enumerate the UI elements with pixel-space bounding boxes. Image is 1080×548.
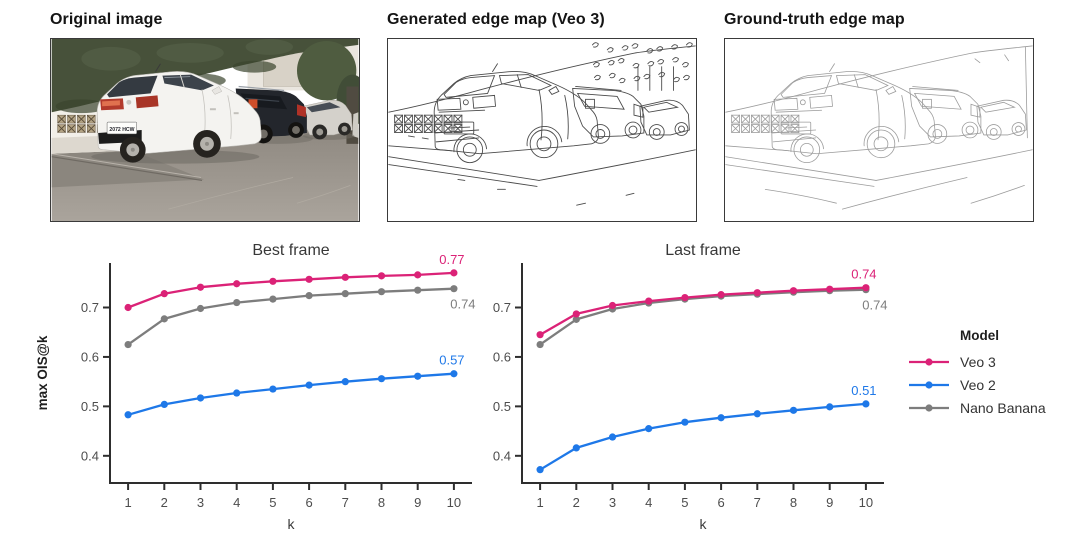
svg-text:1: 1 bbox=[536, 495, 543, 510]
legend-item-veo-3: Veo 3 bbox=[908, 350, 1068, 373]
svg-text:10: 10 bbox=[859, 495, 873, 510]
chart-best-frame: 0.4 0.5 0.6 0.7 1 2 3 4 5 6 7 8 9 10 Best frame k max OI… bbox=[35, 242, 476, 532]
svg-text:4: 4 bbox=[233, 495, 240, 510]
series-veo-3 bbox=[124, 269, 458, 312]
end-label: 0.74 bbox=[862, 298, 887, 313]
svg-text:9: 9 bbox=[826, 495, 833, 510]
svg-text:Best frame: Best frame bbox=[252, 242, 329, 259]
chart-legend: Model Veo 3 Veo 2 Nano Banana bbox=[908, 328, 1068, 419]
svg-text:Last frame: Last frame bbox=[665, 242, 741, 259]
svg-text:0.5: 0.5 bbox=[493, 399, 511, 414]
nano-banana-line-swatch-icon bbox=[909, 403, 949, 412]
panel-title-original-image: Original image bbox=[50, 11, 163, 28]
svg-text:2072 HCW: 2072 HCW bbox=[109, 127, 134, 133]
end-label: 0.74 bbox=[851, 267, 876, 282]
svg-text:8: 8 bbox=[378, 495, 385, 510]
svg-text:k: k bbox=[700, 516, 708, 532]
svg-text:0.4: 0.4 bbox=[81, 448, 99, 463]
generated-edge-map-frame bbox=[387, 38, 697, 222]
svg-text:9: 9 bbox=[414, 495, 421, 510]
original-image-frame: 2072 HCW bbox=[50, 38, 360, 222]
svg-text:0.5: 0.5 bbox=[81, 399, 99, 414]
generated-edge-map bbox=[388, 39, 696, 221]
svg-text:1: 1 bbox=[124, 495, 131, 510]
svg-text:5: 5 bbox=[681, 495, 688, 510]
legend-item-nano-banana: Nano Banana bbox=[908, 396, 1068, 419]
legend-title: Model bbox=[960, 328, 999, 343]
ground-truth-edge-map bbox=[725, 39, 1033, 221]
svg-text:0.6: 0.6 bbox=[493, 349, 511, 364]
veo-3-line-swatch-icon bbox=[909, 357, 949, 366]
svg-text:0.7: 0.7 bbox=[493, 300, 511, 315]
panel-title-generated-edge-map: Generated edge map (Veo 3) bbox=[387, 11, 605, 28]
svg-text:0.6: 0.6 bbox=[81, 349, 99, 364]
end-label: 0.51 bbox=[851, 383, 876, 398]
svg-text:3: 3 bbox=[197, 495, 204, 510]
svg-text:4: 4 bbox=[645, 495, 652, 510]
svg-text:2: 2 bbox=[161, 495, 168, 510]
svg-text:6: 6 bbox=[717, 495, 724, 510]
original-photo: 2072 HCW bbox=[51, 39, 359, 221]
axes: 0.4 0.5 0.6 0.7 1 2 3 4 5 6 7 8 9 10 bbox=[81, 263, 472, 510]
svg-text:5: 5 bbox=[269, 495, 276, 510]
series-veo-2 bbox=[124, 370, 458, 419]
legend-label-veo-3: Veo 3 bbox=[960, 353, 996, 370]
svg-text:7: 7 bbox=[754, 495, 761, 510]
series-veo-3 bbox=[536, 284, 870, 339]
svg-text:6: 6 bbox=[305, 495, 312, 510]
svg-text:0.7: 0.7 bbox=[81, 300, 99, 315]
panel-title-ground-truth-edge-map: Ground-truth edge map bbox=[724, 11, 905, 28]
legend-label-nano-banana: Nano Banana bbox=[960, 399, 1046, 416]
end-label: 0.74 bbox=[450, 297, 475, 312]
svg-text:max OIS@k: max OIS@k bbox=[35, 335, 50, 410]
veo-2-line-swatch-icon bbox=[909, 380, 949, 389]
svg-text:k: k bbox=[288, 516, 296, 532]
svg-text:7: 7 bbox=[342, 495, 349, 510]
svg-text:0.4: 0.4 bbox=[493, 448, 511, 463]
svg-text:2: 2 bbox=[573, 495, 580, 510]
svg-text:3: 3 bbox=[609, 495, 616, 510]
ground-truth-edge-map-frame bbox=[724, 38, 1034, 222]
legend-label-veo-2: Veo 2 bbox=[960, 376, 996, 393]
svg-text:8: 8 bbox=[790, 495, 797, 510]
series-veo-2 bbox=[536, 400, 870, 474]
svg-text:10: 10 bbox=[447, 495, 461, 510]
legend-item-veo-2: Veo 2 bbox=[908, 373, 1068, 396]
end-label: 0.57 bbox=[439, 353, 464, 368]
end-label: 0.77 bbox=[439, 252, 464, 267]
axes: 0.4 0.5 0.6 0.7 1 2 3 4 5 6 7 8 9 10 bbox=[493, 263, 884, 510]
series-nano-banana bbox=[124, 285, 458, 349]
